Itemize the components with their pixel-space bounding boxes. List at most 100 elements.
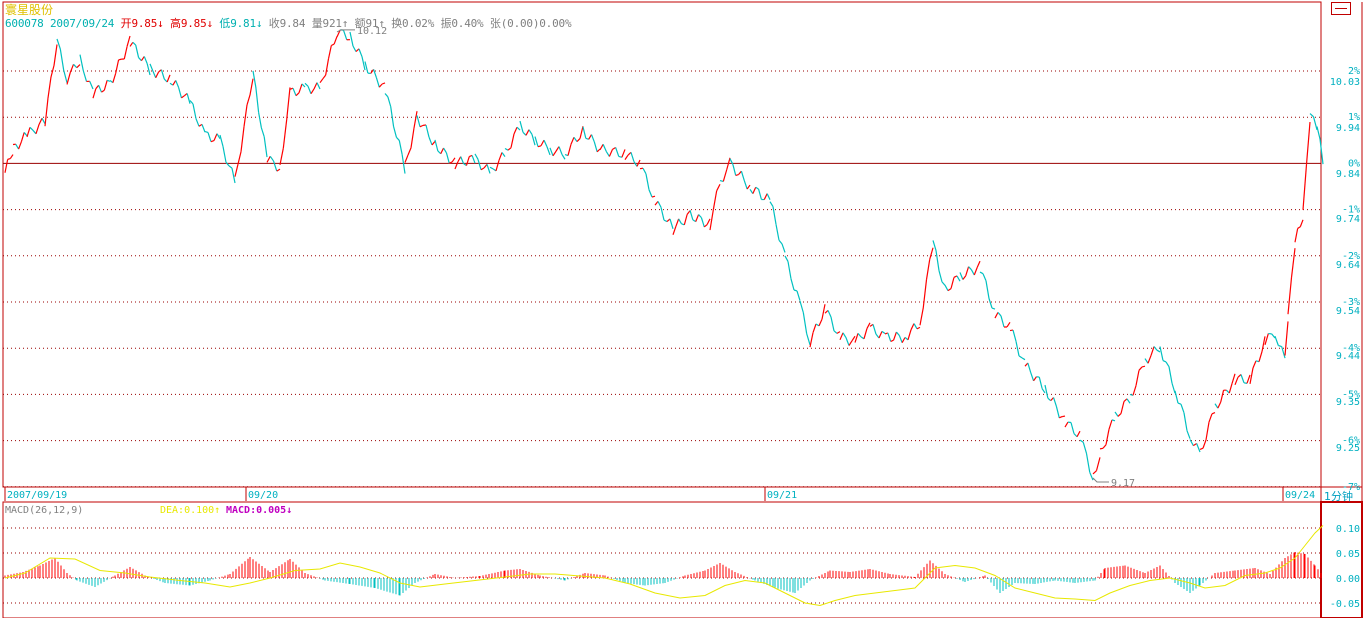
price-segment (994, 312, 999, 319)
price-segment (1189, 439, 1194, 446)
price-segment (266, 156, 271, 163)
price-segment (932, 240, 937, 251)
price-segment (1205, 422, 1210, 441)
price-segment (186, 93, 191, 104)
price-segment (1144, 358, 1149, 364)
macd-title: MACD(26,12,9) (5, 505, 83, 516)
price-segment (378, 83, 383, 88)
price-segment (525, 129, 530, 136)
price-segment (507, 147, 512, 151)
price-segment (460, 156, 465, 164)
pct-tick-label: -7% (1342, 482, 1360, 493)
price-segment (799, 300, 804, 313)
price-segment (672, 226, 677, 235)
price-segment (1129, 393, 1134, 396)
price-segment (1284, 321, 1289, 356)
price-segment (910, 323, 915, 331)
price-segment (1287, 277, 1293, 315)
price-segment (775, 224, 780, 241)
price-segment (115, 59, 120, 74)
price-segment (207, 132, 212, 142)
price-segment (1186, 430, 1191, 439)
price-segment (1240, 374, 1245, 384)
price-series (4, 29, 1324, 481)
price-segment (757, 188, 763, 200)
price-segment (1183, 412, 1188, 431)
price-segment (716, 183, 721, 192)
price-segment (793, 289, 798, 292)
price-segment (922, 279, 928, 308)
price-segment (722, 169, 728, 182)
price-segment (1202, 439, 1207, 449)
price-segment (1126, 398, 1131, 404)
price-segment (979, 271, 984, 275)
price-segment (445, 152, 450, 164)
max-price-label: 10.12 (357, 26, 387, 37)
price-segment (528, 129, 533, 135)
price-segment (618, 155, 623, 158)
price-segment (298, 83, 303, 93)
price-segment (373, 69, 377, 78)
price-segment (1009, 329, 1014, 332)
price-segment (219, 134, 224, 147)
price-segment (660, 207, 665, 221)
price-segment (719, 179, 724, 183)
price-segment (1120, 401, 1125, 414)
price-segment (1138, 366, 1143, 371)
price-segment (1246, 374, 1251, 384)
low-value: 低9.81 (219, 17, 256, 30)
period-selector-button[interactable]: 1分钟 (1324, 490, 1353, 503)
price-segment (546, 146, 551, 156)
price-segment (1070, 422, 1075, 434)
price-segment (401, 154, 406, 174)
price-segment (392, 126, 398, 138)
price-segment (615, 147, 620, 157)
panel-toggle-button[interactable] (1331, 2, 1351, 15)
price-segment (1278, 344, 1282, 348)
price-segment (1064, 421, 1069, 428)
dea-legend: DEA:0.100↑ (160, 505, 220, 516)
price-segment (842, 332, 847, 338)
price-segment (669, 218, 674, 229)
price-segment (419, 124, 424, 128)
price-segment (1180, 404, 1185, 414)
price-segment (1033, 376, 1037, 382)
price-segment (976, 260, 981, 268)
price-segment (845, 337, 850, 346)
price-panel-frame (2, 1, 1322, 488)
up-arrow-icon: ↑ (378, 17, 385, 30)
price-segment (1261, 336, 1266, 352)
price-segment (590, 134, 595, 143)
price-segment (809, 332, 814, 348)
price-segment (1168, 366, 1173, 384)
price-segment (982, 273, 987, 281)
price-segment (901, 337, 906, 343)
price-segment (216, 133, 221, 140)
price-segment (1165, 361, 1170, 367)
price-segment (531, 134, 536, 146)
macd-legend: MACD:0.005↓ (226, 505, 292, 516)
price-segment (255, 86, 260, 113)
price-segment (50, 65, 55, 78)
price-segment (272, 160, 278, 172)
price-segment (325, 58, 330, 76)
price-segment (231, 167, 236, 184)
min-price-label: 9.17 (1111, 478, 1135, 489)
price-segment (172, 80, 177, 86)
price-segment (648, 189, 653, 198)
price-segment (712, 190, 718, 210)
price-segment (501, 152, 506, 157)
price-tick-label: 9.64 (1336, 260, 1360, 271)
price-segment (431, 141, 436, 146)
price-segment (703, 224, 708, 228)
change-value: 张(0.00)0.00% (489, 17, 572, 30)
price-segment (1271, 333, 1276, 339)
price-segment (608, 149, 614, 157)
price-segment (457, 156, 462, 163)
price-segment (1117, 413, 1122, 417)
price-segment (449, 161, 453, 164)
price-segment (384, 93, 389, 98)
price-segment (1053, 397, 1057, 407)
price-segment (878, 331, 883, 339)
close-value: 收9.84 (268, 17, 306, 30)
